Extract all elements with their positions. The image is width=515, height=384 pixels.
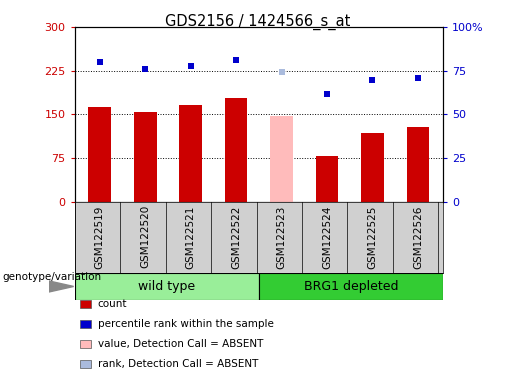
Text: GSM122521: GSM122521 xyxy=(185,205,196,268)
Text: count: count xyxy=(98,299,127,309)
Bar xyxy=(75,273,259,300)
Text: value, Detection Call = ABSENT: value, Detection Call = ABSENT xyxy=(98,339,263,349)
Text: BRG1 depleted: BRG1 depleted xyxy=(304,280,398,293)
Text: percentile rank within the sample: percentile rank within the sample xyxy=(98,319,274,329)
Text: GSM122520: GSM122520 xyxy=(140,205,150,268)
Bar xyxy=(259,273,443,300)
Text: GSM122519: GSM122519 xyxy=(95,205,105,268)
Text: GDS2156 / 1424566_s_at: GDS2156 / 1424566_s_at xyxy=(165,13,350,30)
Text: GSM122524: GSM122524 xyxy=(322,205,332,268)
Bar xyxy=(316,156,338,202)
Text: rank, Detection Call = ABSENT: rank, Detection Call = ABSENT xyxy=(98,359,258,369)
Text: GSM122526: GSM122526 xyxy=(413,205,423,268)
Text: GSM122523: GSM122523 xyxy=(277,205,286,268)
Text: genotype/variation: genotype/variation xyxy=(3,272,101,282)
Bar xyxy=(406,127,430,202)
Bar xyxy=(134,112,157,202)
Bar xyxy=(361,133,384,202)
Text: GSM122522: GSM122522 xyxy=(231,205,241,268)
Polygon shape xyxy=(49,281,74,292)
Bar xyxy=(179,105,202,202)
Bar xyxy=(270,116,293,202)
Text: GSM122525: GSM122525 xyxy=(367,205,377,268)
Bar xyxy=(88,107,111,202)
Text: wild type: wild type xyxy=(138,280,195,293)
Bar xyxy=(225,98,247,202)
